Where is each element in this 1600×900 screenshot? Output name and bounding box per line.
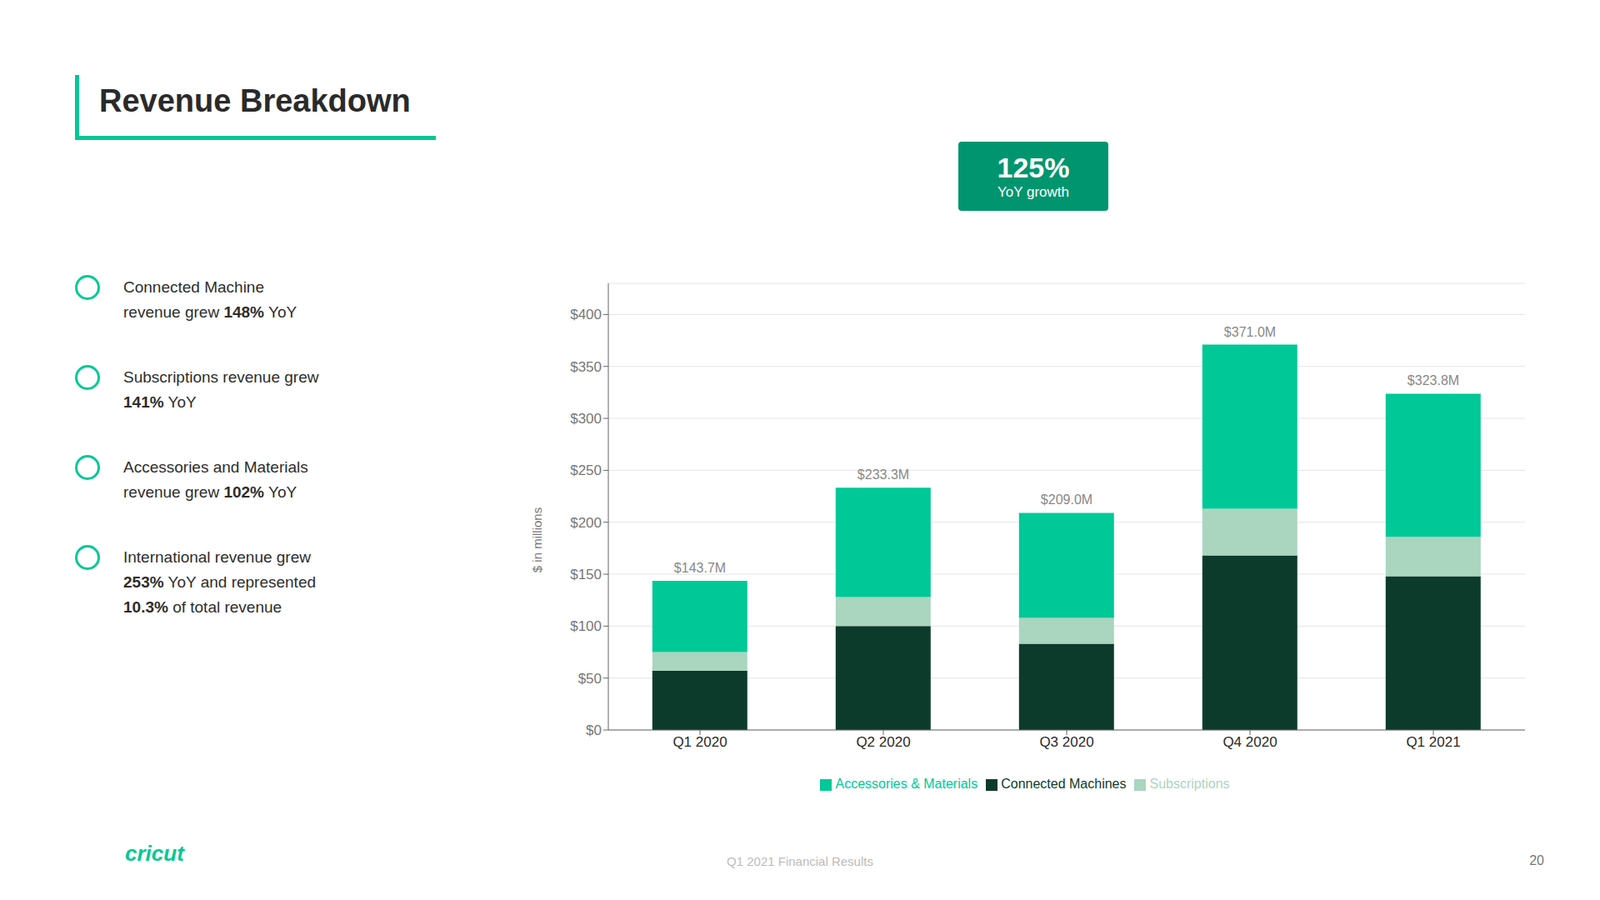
svg-text:$400: $400 [570, 306, 602, 323]
html-text:Subscriptions: Subscriptions [1149, 776, 1230, 791]
svg-text:Q3 2020: Q3 2020 [1039, 734, 1094, 750]
svg-text:$200: $200 [570, 515, 602, 531]
html-text:Subscriptions revenue grew: Subscriptions revenue grew [123, 368, 319, 386]
svg-text:$209.0M: $209.0M [1040, 492, 1093, 507]
svg-text:$350: $350 [570, 359, 602, 375]
svg-text:Q1 2020: Q1 2020 [672, 734, 727, 750]
html-text:Revenue Breakdown: Revenue Breakdown [99, 83, 411, 119]
html-text:Connected Machines: Connected Machines [1001, 776, 1127, 791]
html-text:253% YoY and represented: 253% YoY and represented [123, 573, 316, 591]
svg-text:Q1 2021: Q1 2021 [1405, 734, 1460, 750]
html-text:10.3% of total revenue: 10.3% of total revenue [123, 598, 282, 616]
svg-text:$ in millions: $ in millions [530, 507, 545, 573]
svg-text:Q2 2020: Q2 2020 [855, 734, 910, 750]
svg-text:$323.8M: $323.8M [1407, 373, 1460, 388]
svg-text:Q4 2020: Q4 2020 [1222, 734, 1277, 750]
svg-text:$150: $150 [570, 566, 602, 583]
html-text:125%: 125% [997, 151, 1070, 184]
html-text:cricut: cricut [125, 840, 184, 866]
html-text:Q1 2021 Financial Results: Q1 2021 Financial Results [726, 854, 874, 869]
svg-text:$100: $100 [570, 618, 602, 635]
svg-text:$0: $0 [585, 722, 602, 739]
svg-text:$50: $50 [578, 670, 602, 687]
html-text:International revenue grew: International revenue grew [123, 548, 311, 566]
html-text:141% YoY: 141% YoY [123, 393, 197, 411]
html-text:20: 20 [1529, 853, 1545, 868]
svg-text:$371.0M: $371.0M [1224, 325, 1276, 340]
html-text:YoY growth: YoY growth [997, 184, 1070, 200]
html-text:revenue grew 102% YoY: revenue grew 102% YoY [123, 483, 297, 501]
html-text:Accessories and Materials: Accessories and Materials [123, 458, 309, 476]
html-text:revenue grew 148% YoY: revenue grew 148% YoY [123, 303, 297, 321]
svg-text:$233.3M: $233.3M [857, 467, 910, 482]
html-text:Accessories & Materials: Accessories & Materials [835, 776, 978, 791]
html-text:Connected Machine: Connected Machine [123, 278, 265, 296]
svg-text:$143.7M: $143.7M [674, 560, 726, 575]
svg-text:$250: $250 [570, 462, 602, 479]
svg-text:$300: $300 [570, 410, 602, 427]
